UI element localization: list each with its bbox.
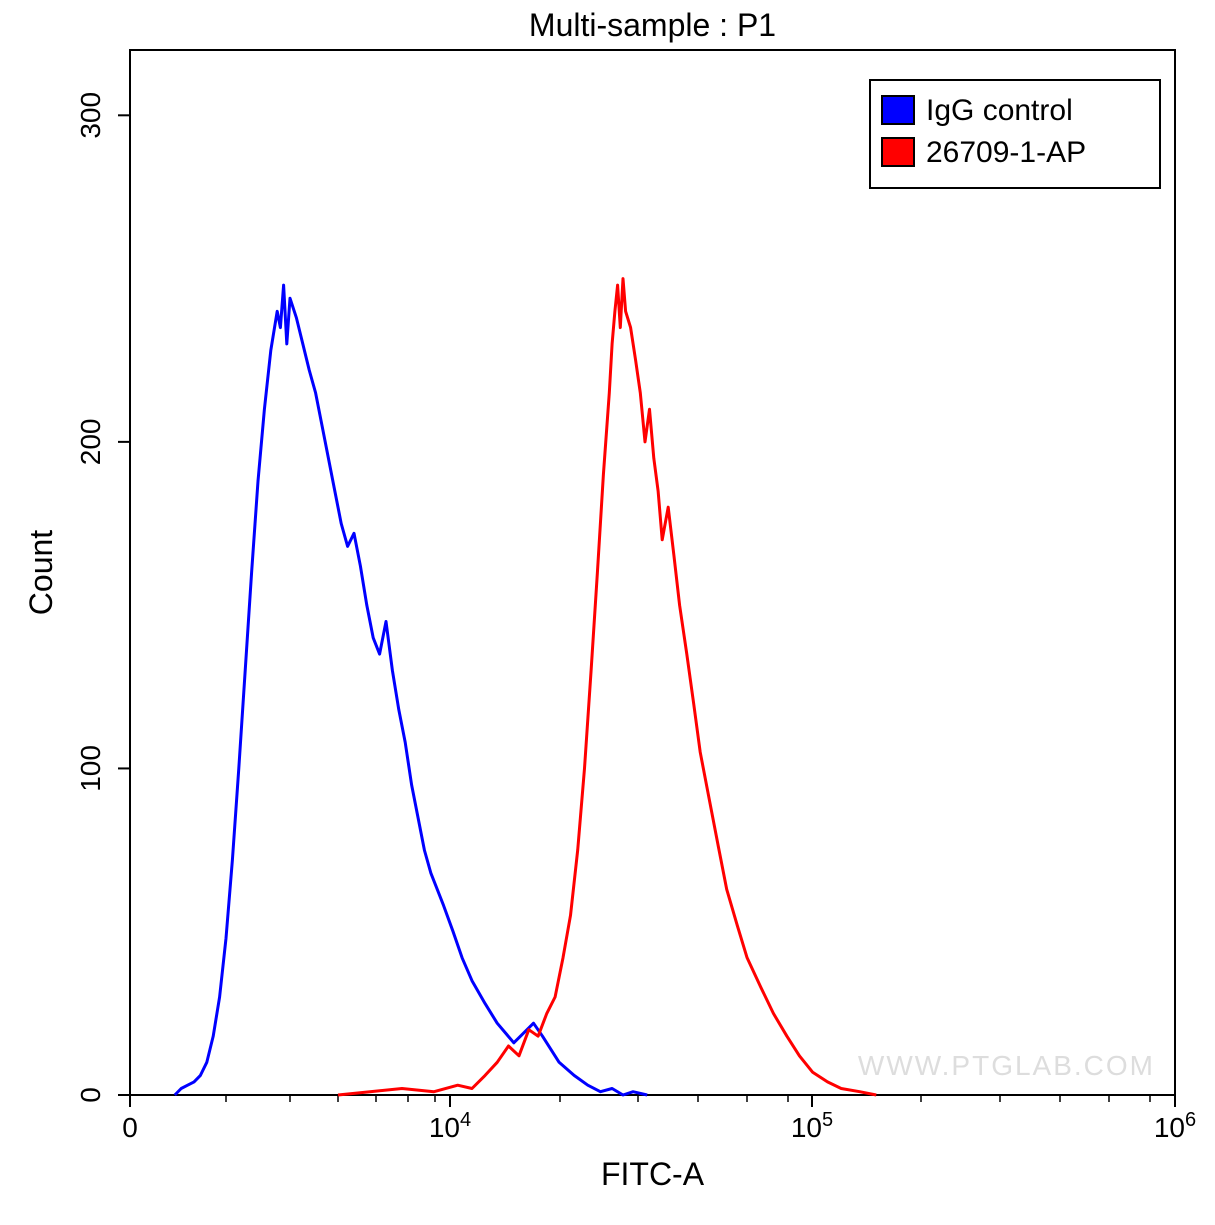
plot-border [130, 50, 1175, 1095]
x-tick-label: 0 [122, 1112, 138, 1143]
x-tick-label: 105 [791, 1109, 833, 1143]
watermark: WWW.PTGLAB.COM [858, 1050, 1155, 1081]
x-tick-label: 106 [1154, 1109, 1196, 1143]
x-tick-label: 104 [429, 1109, 471, 1143]
legend-label: 26709-1-AP [926, 136, 1086, 169]
y-axis-label: Count [23, 530, 59, 616]
series-line [175, 285, 647, 1095]
y-tick-label: 300 [75, 92, 106, 139]
legend-label: IgG control [926, 94, 1073, 127]
y-tick-label: 0 [75, 1087, 106, 1103]
x-axis-label: FITC-A [601, 1156, 705, 1192]
y-tick-label: 100 [75, 745, 106, 792]
legend-swatch [882, 138, 914, 166]
series-line [338, 279, 876, 1095]
y-tick-label: 200 [75, 419, 106, 466]
chart-title: Multi-sample : P1 [529, 7, 776, 43]
chart-container: 0 100 200 300 0 104 105 106 Multi-sample : P1 Cou… [0, 0, 1215, 1225]
legend-swatch [882, 96, 914, 124]
flow-cytometry-histogram: 0 100 200 300 0 104 105 106 Multi-sample : P1 Cou… [0, 0, 1215, 1225]
